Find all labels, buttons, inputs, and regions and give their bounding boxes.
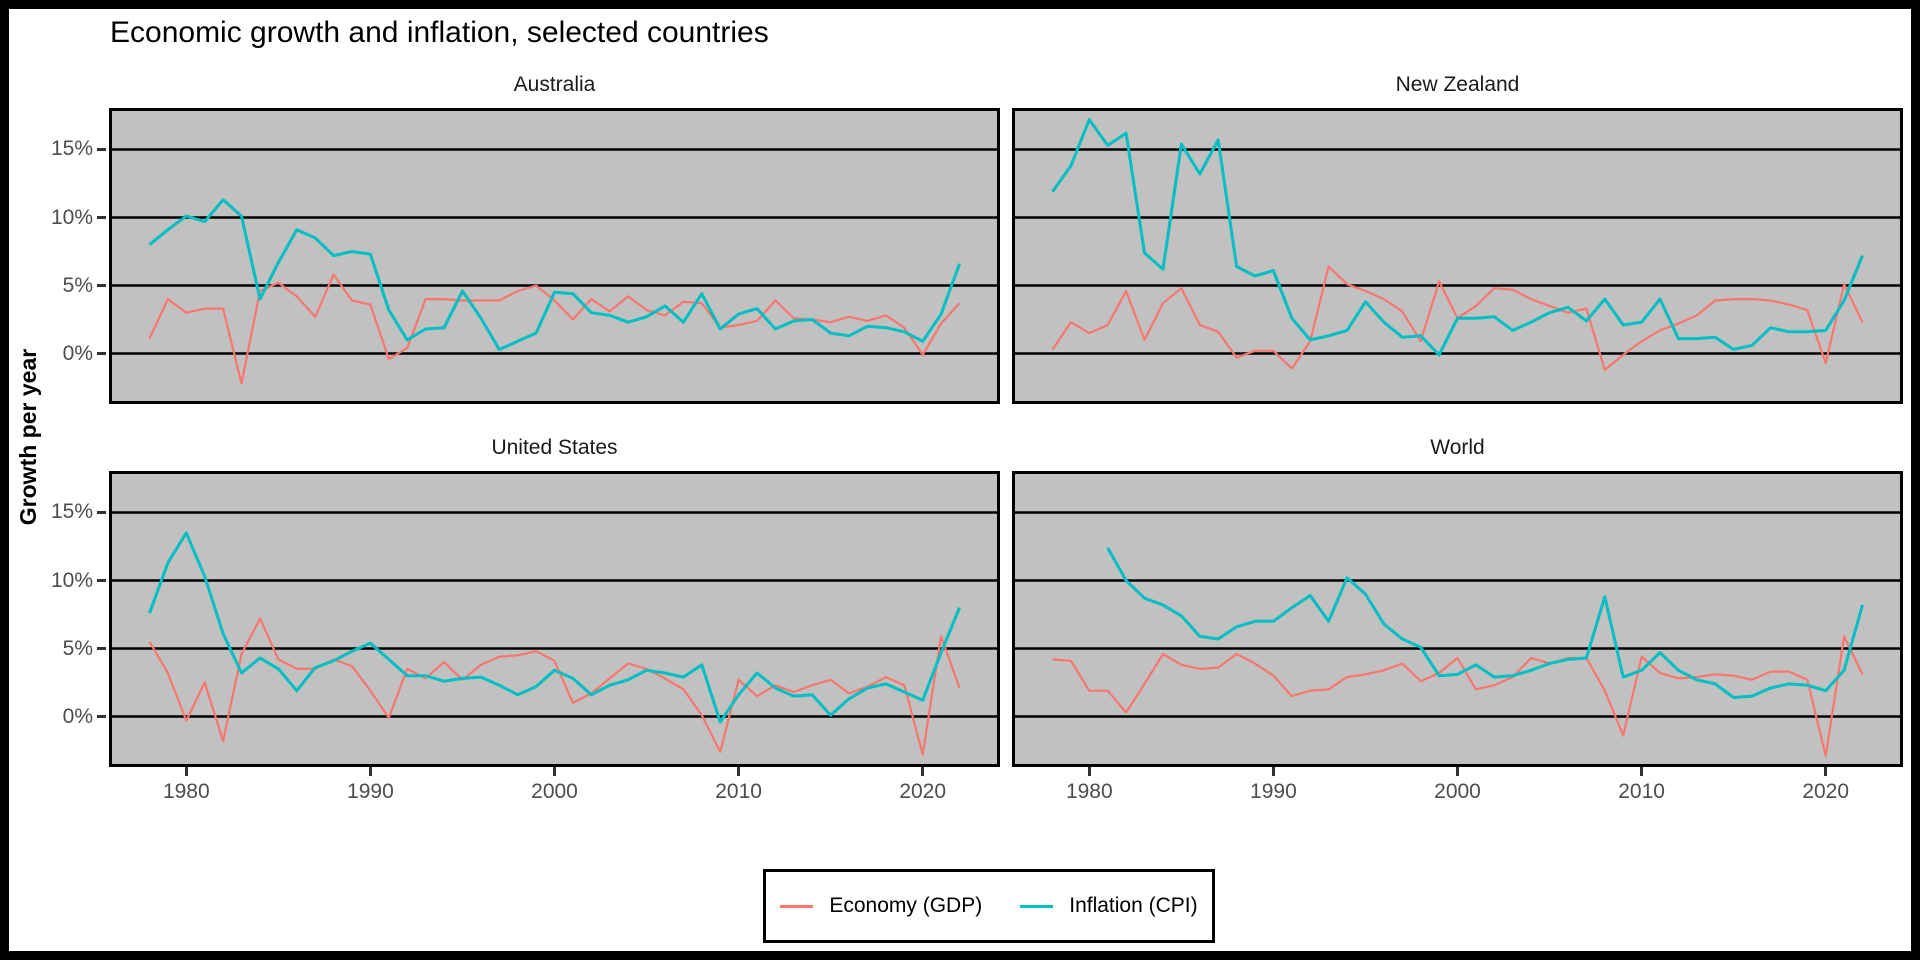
y-tick-label-15pct: 15% <box>50 137 93 161</box>
inflation-cpi-line-new-zealand <box>1051 118 1864 357</box>
legend-box: Economy (GDP) Inflation (CPI) <box>763 869 1215 943</box>
y-tick-mark <box>97 216 106 219</box>
x-tick-mark <box>921 767 924 776</box>
panel-border <box>1012 108 1903 404</box>
x-tick-label-2020: 2020 <box>899 780 947 803</box>
chart-title: Economic growth and inflation, selected … <box>110 16 769 49</box>
panel-background <box>1012 471 1903 767</box>
y-tick-label-15pct: 15% <box>50 500 93 524</box>
panel-border <box>1012 471 1903 767</box>
y-tick-mark <box>97 647 106 650</box>
inflation-cpi-line-united-states <box>148 531 961 724</box>
y-tick-label-0pct: 0% <box>62 341 93 365</box>
x-tick-mark <box>185 767 188 776</box>
legend-item-inflation: Inflation (CPI) <box>1020 894 1198 918</box>
facet-panel-new-zealand <box>1012 108 1903 404</box>
inflation-line-key <box>1020 904 1054 908</box>
x-tick-mark <box>1272 767 1275 776</box>
panel-border <box>109 471 1000 767</box>
facet-panel-world <box>1012 471 1903 767</box>
y-tick-label-5pct: 5% <box>62 636 93 660</box>
y-tick-mark <box>97 284 106 287</box>
facet-panel-united-states <box>109 471 1000 767</box>
x-tick-label-2000: 2000 <box>531 780 578 803</box>
economy-line-key <box>780 904 814 908</box>
x-tick-mark <box>1088 767 1091 776</box>
facet-strip-new-zealand: New Zealand <box>1395 73 1520 96</box>
economy-gdp-line-australia <box>148 273 961 385</box>
x-tick-mark <box>1456 767 1459 776</box>
inflation-cpi-line-world <box>1106 547 1864 699</box>
panel-border <box>109 108 1000 404</box>
x-tick-mark <box>369 767 372 776</box>
y-tick-label-10pct: 10% <box>50 568 93 592</box>
legend-item-economy: Economy (GDP) <box>780 894 982 918</box>
inflation-cpi-line-australia <box>148 198 961 351</box>
x-tick-mark <box>737 767 740 776</box>
x-tick-mark <box>553 767 556 776</box>
x-tick-label-1990: 1990 <box>347 780 394 803</box>
economy-gdp-line-world <box>1052 635 1864 758</box>
facet-strip-australia: Australia <box>513 73 596 96</box>
panel-background <box>109 108 1000 404</box>
x-tick-mark <box>1824 767 1827 776</box>
y-tick-mark <box>97 148 106 151</box>
x-tick-label-2000: 2000 <box>1434 780 1481 803</box>
x-tick-label-1990: 1990 <box>1250 780 1297 803</box>
y-tick-mark <box>97 352 106 355</box>
x-tick-label-2010: 2010 <box>715 780 762 803</box>
legend-label-inflation: Inflation (CPI) <box>1069 894 1198 917</box>
x-tick-label-2020: 2020 <box>1802 780 1850 803</box>
y-tick-mark <box>97 511 106 514</box>
panel-background <box>1012 108 1903 404</box>
x-tick-mark <box>1640 767 1643 776</box>
y-tick-label-10pct: 10% <box>50 205 93 229</box>
x-tick-label-1980: 1980 <box>162 780 210 803</box>
legend-label-economy: Economy (GDP) <box>829 894 983 917</box>
panel-background <box>109 471 1000 767</box>
x-tick-label-2010: 2010 <box>1618 780 1665 803</box>
y-tick-label-0pct: 0% <box>62 704 93 728</box>
x-tick-label-1980: 1980 <box>1065 780 1113 803</box>
facet-strip-world: World <box>1430 436 1485 459</box>
economy-gdp-line-united-states <box>148 617 961 756</box>
y-axis-title: Growth per year <box>15 348 41 526</box>
facet-strip-united-states: United States <box>491 436 618 459</box>
y-tick-label-5pct: 5% <box>62 273 93 297</box>
facet-panel-australia <box>109 108 1000 404</box>
y-tick-mark <box>97 579 106 582</box>
y-tick-mark <box>97 715 106 718</box>
